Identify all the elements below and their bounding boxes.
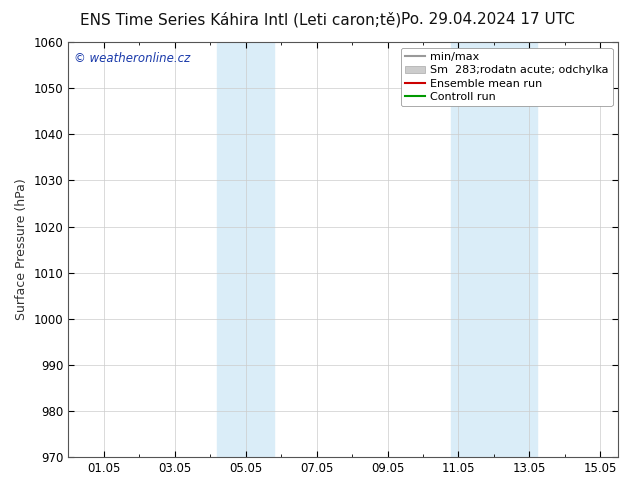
Text: © weatheronline.cz: © weatheronline.cz	[74, 52, 190, 66]
Text: Po. 29.04.2024 17 UTC: Po. 29.04.2024 17 UTC	[401, 12, 575, 27]
Bar	[451, 42, 536, 457]
Text: ENS Time Series Káhira Intl (Leti caron;tě): ENS Time Series Káhira Intl (Leti caron;…	[81, 12, 401, 28]
Bar	[217, 42, 274, 457]
Legend: min/max, Sm  283;rodatn acute; odchylka, Ensemble mean run, Controll run: min/max, Sm 283;rodatn acute; odchylka, …	[401, 48, 612, 106]
Y-axis label: Surface Pressure (hPa): Surface Pressure (hPa)	[15, 179, 28, 320]
